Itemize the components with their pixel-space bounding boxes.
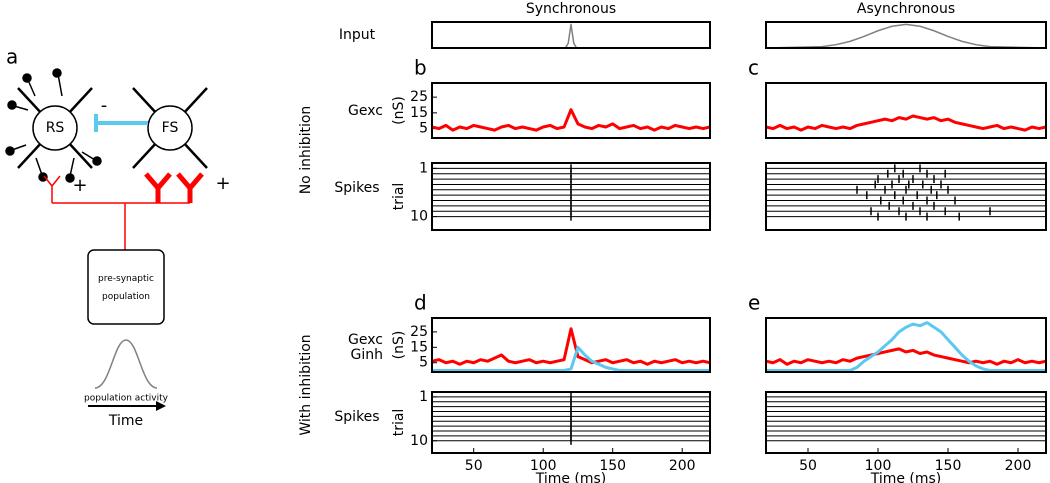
plot-frame [765,317,1047,373]
excitatory-input [43,172,204,250]
x-axis-label: Time (ms) [870,471,942,483]
plot-frame [431,317,711,373]
y-tick-label: 5 [419,355,428,371]
y-axis-label: (nS) [391,331,407,360]
panel-letter: e [748,291,760,315]
y-tick-label: 5 [419,121,428,137]
y-axis-label: trial [391,183,407,211]
arrow-head [156,401,166,411]
rs-label: RS [46,120,65,136]
row-label: With inhibition [298,334,314,435]
series-line [765,114,1047,132]
y-tick-label: 25 [410,89,428,105]
plot-frame [765,391,1047,454]
synapses [5,68,102,183]
row-label: Spikes [334,180,379,196]
x-tick-label: 150 [935,458,962,474]
row-label: No inhibition [298,106,314,195]
x-tick-label: 150 [599,458,626,474]
column-title: Asynchronous [857,1,955,17]
legend-entry: Gexc [348,103,383,119]
series-line [766,321,1046,372]
box-label: pre-synaptic population [98,274,154,302]
x-axis-label: Time (ms) [535,471,607,483]
plot-frame [765,162,1047,231]
plot-frame [431,82,711,139]
y-axis-label: (nS) [391,96,407,125]
panel-letter: a [6,45,18,69]
y-tick-label: 15 [410,339,428,355]
plot-frame [431,21,711,49]
plot-frame [765,82,1047,139]
excitatory-sign: + [215,173,230,194]
x-tick-label: 50 [799,458,817,474]
legend-entry: Gexc [348,332,383,348]
y-tick-label: 15 [410,105,428,121]
fs-label: FS [162,120,179,136]
activity-curve [94,339,158,389]
y-tick-label: 10 [410,209,428,225]
fs-cell [147,105,193,151]
legend-entry: Ginh [351,347,383,363]
panel-letter: b [414,56,427,80]
panel-letter: d [414,291,427,315]
series-line [765,347,1047,366]
series-line [431,108,711,132]
row-label: Input [339,27,376,43]
row-label: Spikes [334,409,379,425]
series-line [432,345,710,372]
y-tick-label: 10 [410,433,428,449]
inhibitory-sign: - [101,95,108,116]
curve-label: population activity [84,394,169,404]
series-line [431,327,711,366]
excitatory-sign: + [72,175,87,196]
y-tick-label: 25 [410,324,428,340]
x-tick-label: 200 [1005,458,1032,474]
series-line [432,23,710,49]
inhibitory-connection [94,114,148,132]
rs-cell [32,105,78,151]
panel-letter: c [748,56,759,80]
x-tick-label: 50 [465,458,483,474]
population-box [87,249,165,325]
x-tick-label: 200 [669,458,696,474]
time-label: Time [108,413,143,429]
x-tick-label: 100 [865,458,892,474]
plot-frame [431,391,711,454]
y-tick-label: 1 [419,389,428,405]
plot-frame [765,21,1047,49]
y-tick-label: 1 [419,160,428,176]
x-tick-label: 100 [530,458,557,474]
series-line [765,23,1047,49]
y-axis-label: trial [391,409,407,437]
column-title: Synchronous [526,1,616,17]
plot-frame [431,162,711,231]
